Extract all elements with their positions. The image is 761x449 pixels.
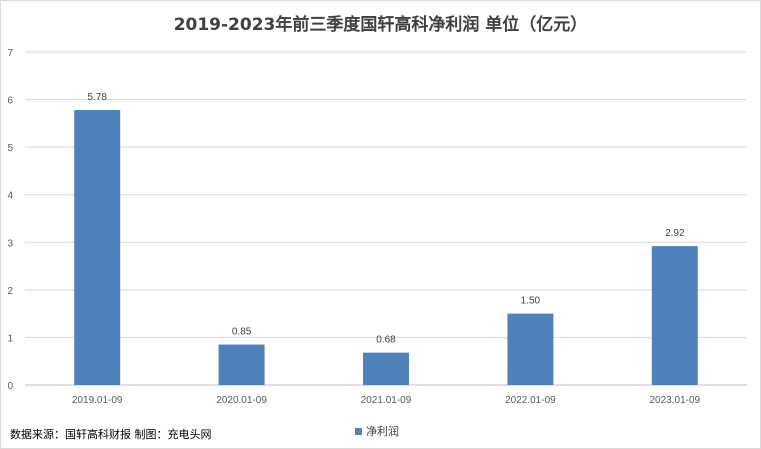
data-label: 0.85 (232, 327, 252, 338)
bar (363, 352, 409, 385)
y-tick-label: 5 (7, 143, 13, 154)
y-tick-label: 7 (7, 48, 13, 59)
y-tick-label: 3 (7, 238, 13, 249)
x-tick-label: 2022.01-09 (505, 395, 556, 406)
y-tick-label: 2 (7, 286, 13, 297)
source-note: 数据来源：国轩高科财报 制图：充电头网 (10, 428, 212, 441)
y-tick-label: 0 (7, 381, 13, 392)
data-label: 0.68 (376, 335, 396, 346)
y-tick-label: 1 (7, 333, 13, 344)
data-label: 2.92 (665, 228, 685, 239)
y-tick-label: 6 (7, 96, 13, 107)
x-tick-label: 2020.01-09 (216, 395, 267, 406)
data-label: 5.78 (87, 92, 107, 103)
y-tick-label: 4 (7, 191, 13, 202)
bar (651, 246, 698, 385)
data-label: 1.50 (521, 296, 541, 307)
bar (218, 344, 265, 385)
x-tick-label: 2023.01-09 (649, 395, 700, 406)
legend-label: 净利润 (366, 425, 399, 438)
chart-title: 2019-2023年前三季度国轩高科净利润 单位（亿元） (173, 15, 588, 35)
legend: 净利润 (355, 423, 399, 439)
x-tick-label: 2021.01-09 (361, 395, 412, 406)
bar (507, 313, 554, 385)
legend-swatch (355, 427, 362, 435)
x-tick-label: 2019.01-09 (72, 395, 123, 406)
bar (74, 110, 121, 385)
